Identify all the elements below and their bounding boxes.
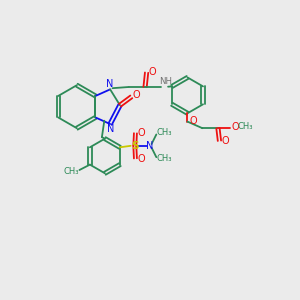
Text: O: O [232, 122, 239, 132]
Text: O: O [138, 128, 145, 138]
Text: O: O [148, 67, 156, 77]
Text: O: O [221, 136, 229, 146]
Text: O: O [189, 116, 197, 126]
Text: NH: NH [160, 77, 172, 86]
Text: N: N [106, 79, 113, 89]
Text: CH₃: CH₃ [157, 154, 172, 163]
Text: N: N [146, 141, 153, 151]
Text: S: S [131, 141, 139, 151]
Text: CH₃: CH₃ [157, 128, 172, 137]
Text: CH₃: CH₃ [63, 167, 79, 176]
Text: O: O [138, 154, 145, 164]
Text: CH₃: CH₃ [238, 122, 253, 131]
Text: O: O [133, 90, 140, 100]
Text: N: N [107, 124, 114, 134]
